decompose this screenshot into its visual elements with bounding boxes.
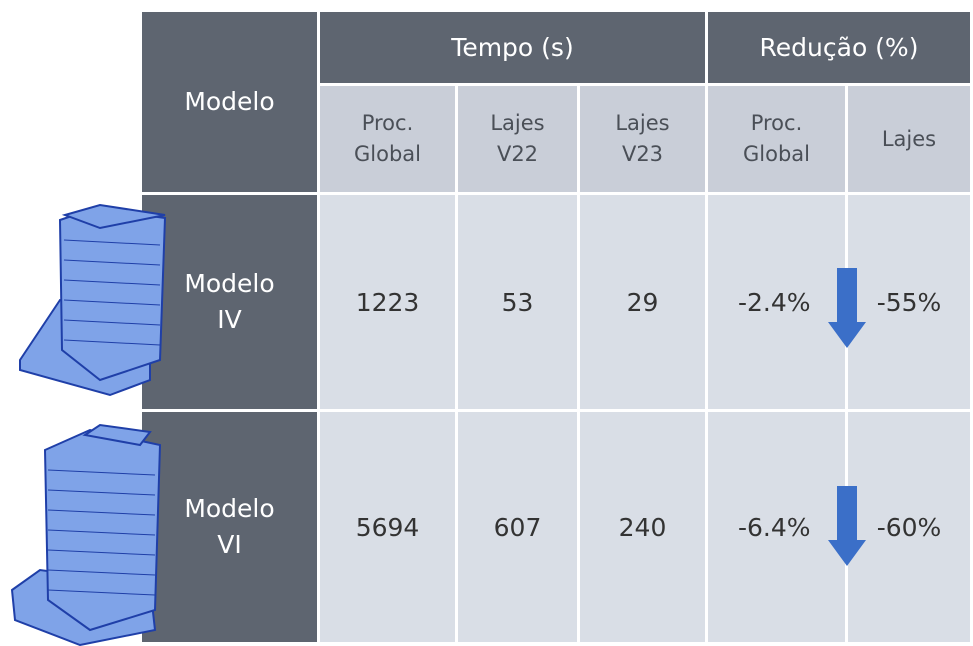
building-vi-floors bbox=[48, 470, 155, 595]
cell-text: Modelo bbox=[184, 491, 274, 527]
cell-text: V23 bbox=[622, 139, 663, 170]
cell-text: IV bbox=[217, 302, 241, 338]
subheader-cell: Proc.Global bbox=[320, 86, 455, 192]
cell-text: Modelo bbox=[184, 266, 274, 302]
cell-text: Global bbox=[354, 139, 421, 170]
header-cell: Redução (%) bbox=[708, 12, 970, 83]
value-cell: -6.4% bbox=[708, 412, 845, 642]
cell-text: Redução (%) bbox=[760, 30, 919, 66]
subheader-cell: Proc.Global bbox=[708, 86, 845, 192]
header-cell: Tempo (s) bbox=[320, 12, 705, 83]
cell-text: VI bbox=[217, 527, 241, 563]
cell-text: 29 bbox=[627, 288, 659, 317]
cell-text: -55% bbox=[877, 288, 942, 317]
value-cell: 5694 bbox=[320, 412, 455, 642]
cell-text: Global bbox=[743, 139, 810, 170]
value-cell: -55% bbox=[848, 195, 970, 409]
cell-text: 607 bbox=[494, 513, 542, 542]
cell-text: V22 bbox=[497, 139, 538, 170]
cell-text: Tempo (s) bbox=[451, 30, 573, 66]
cell-text: 240 bbox=[619, 513, 667, 542]
cell-text: Lajes bbox=[615, 108, 669, 139]
value-cell: 240 bbox=[580, 412, 705, 642]
cell-text: -2.4% bbox=[738, 288, 811, 317]
value-cell: 607 bbox=[458, 412, 577, 642]
value-cell: -2.4% bbox=[708, 195, 845, 409]
value-cell: 1223 bbox=[320, 195, 455, 409]
page: ModeloTempo (s)Redução (%)Proc.GlobalLaj… bbox=[0, 0, 973, 646]
value-cell: -60% bbox=[848, 412, 970, 642]
header-cell: Modelo bbox=[142, 12, 317, 192]
cell-text: Lajes bbox=[882, 124, 936, 155]
cell-text: 5694 bbox=[356, 513, 420, 542]
cell-text: 1223 bbox=[356, 288, 420, 317]
value-cell: 53 bbox=[458, 195, 577, 409]
cell-text: Proc. bbox=[751, 108, 803, 139]
value-cell: 29 bbox=[580, 195, 705, 409]
cell-text: -60% bbox=[877, 513, 942, 542]
cell-text: -6.4% bbox=[738, 513, 811, 542]
cell-text: Proc. bbox=[362, 108, 414, 139]
building-vi bbox=[12, 425, 160, 645]
subheader-cell: Lajes bbox=[848, 86, 970, 192]
cell-text: 53 bbox=[502, 288, 534, 317]
cell-text: Modelo bbox=[184, 84, 274, 120]
cell-text: Lajes bbox=[490, 108, 544, 139]
